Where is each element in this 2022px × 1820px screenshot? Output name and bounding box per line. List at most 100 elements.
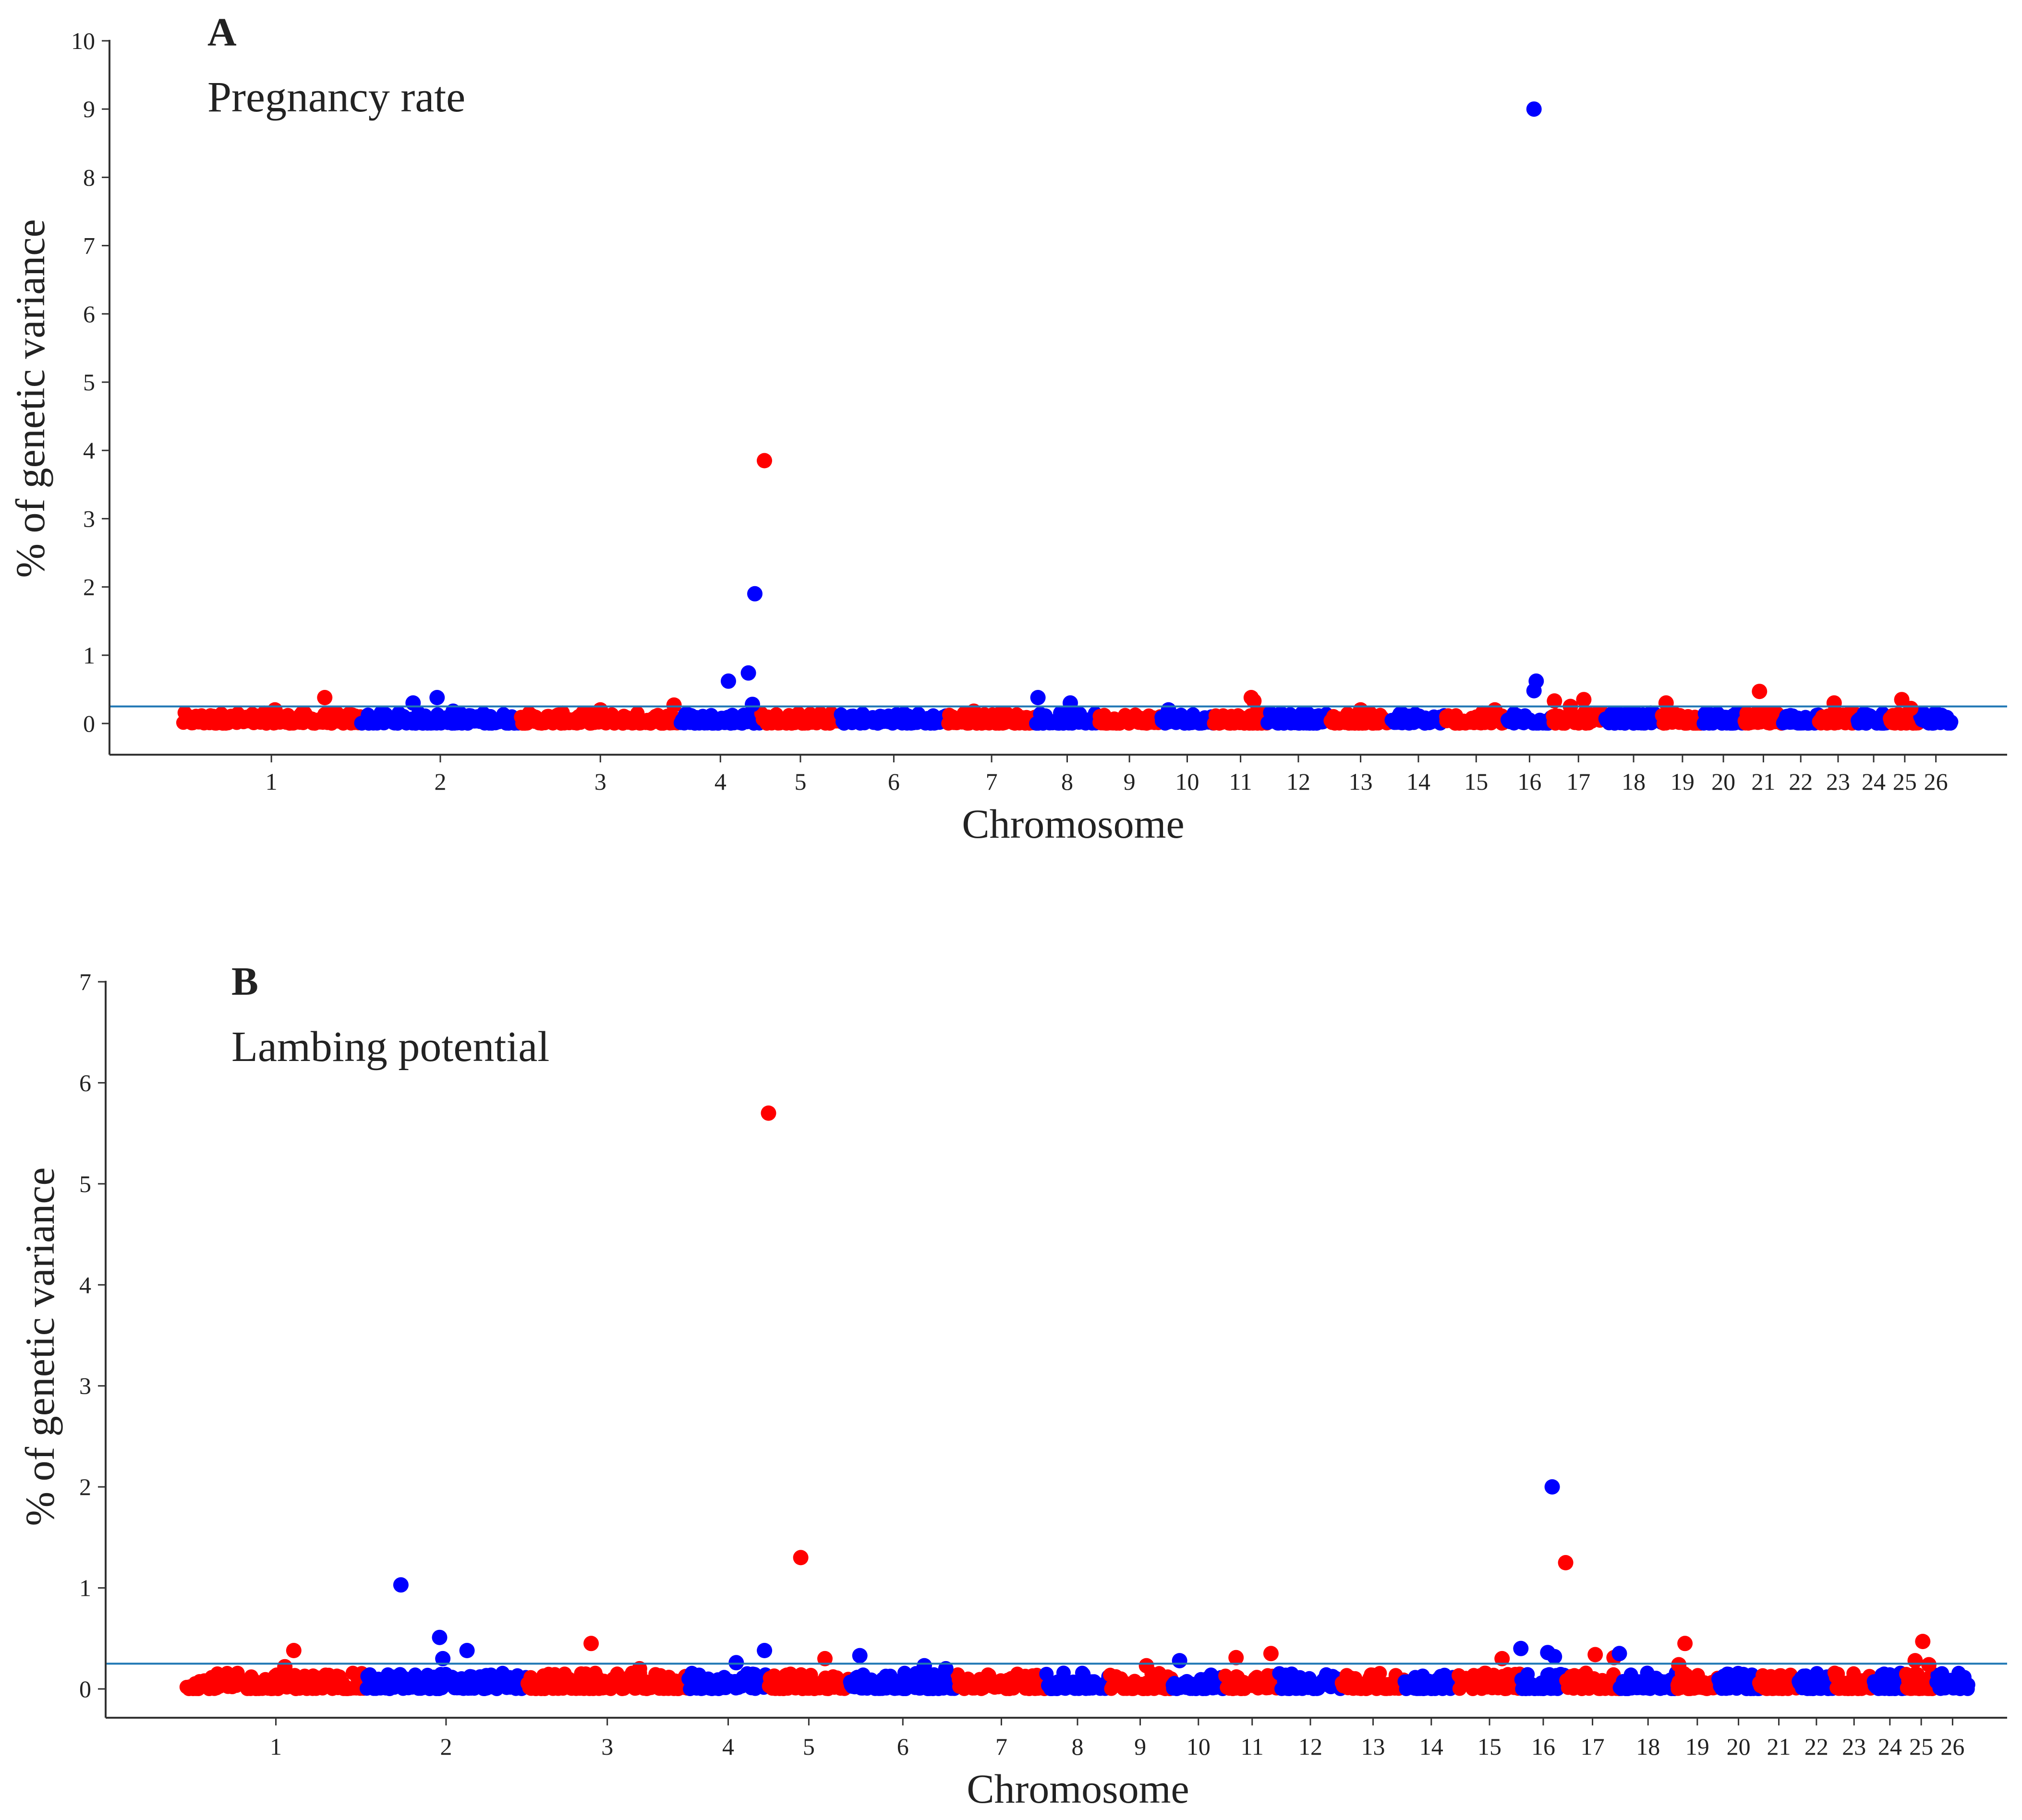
panel-a-peak-point <box>757 453 772 469</box>
panel-a-y-tick-label: 9 <box>83 96 95 122</box>
panel-b-peak-point <box>435 1651 451 1666</box>
panel-a-x-tick-label: 13 <box>1349 768 1373 795</box>
panel-a-y-axis-label: % of genetic variance <box>7 219 53 578</box>
panel-a-peak-point <box>1658 695 1674 711</box>
panel-a-x-tick-label: 12 <box>1286 768 1310 795</box>
panel-b-x-tick-label: 16 <box>1531 1733 1555 1760</box>
panel-a-peak-point <box>747 586 763 602</box>
panel-b-peak-point <box>1587 1647 1603 1663</box>
panel-a-peak-point <box>1161 702 1176 718</box>
panel-a-peak-point <box>1487 702 1503 718</box>
panel-b-x-tick-label: 10 <box>1187 1733 1211 1760</box>
panel-b-peak-point <box>1138 1658 1154 1674</box>
panel-a-y-ticks: 0 1 2 3 4 5 6 7 8 9 10 <box>71 27 109 737</box>
panel-a-x-tick-label: 18 <box>1622 768 1646 795</box>
panel-a-y-tick-label: 4 <box>83 437 95 464</box>
panel-a-x-tick-label: 3 <box>594 768 606 795</box>
panel-b-peak-point <box>432 1629 448 1645</box>
panel-a-x-tick-label: 8 <box>1061 768 1073 795</box>
panel-a-peak-point <box>666 697 682 713</box>
panel-b-peak-point <box>757 1643 773 1658</box>
panel-b-x-tick-label: 14 <box>1419 1733 1443 1760</box>
panel-b-peak-point <box>1611 1646 1627 1662</box>
panel-a-x-tick-label: 9 <box>1124 768 1136 795</box>
panel-a-peak-point <box>745 697 760 712</box>
panel-a-x-tick-label: 7 <box>986 768 998 795</box>
panel-a-x-tick-label: 19 <box>1671 768 1695 795</box>
panel-a-x-tick-label: 16 <box>1517 768 1541 795</box>
panel-a-y-tick-label: 5 <box>83 369 95 396</box>
panel-a-y-tick-label: 6 <box>83 301 95 327</box>
panel-b-y-tick-label: 2 <box>79 1473 91 1500</box>
panel-b-peak-point <box>1544 1479 1560 1495</box>
panel-a-y-tick-label: 1 <box>83 642 95 669</box>
panel-a-x-tick-label: 26 <box>1924 768 1948 795</box>
panel-b-peak-point <box>1494 1651 1510 1666</box>
panel-a-peak-point <box>1246 693 1262 709</box>
panel-b-y-axis-label: % of genetic variance <box>17 1167 63 1526</box>
panel-a-y-tick-label: 8 <box>83 164 95 191</box>
panel-a-x-tick-label: 2 <box>435 768 447 795</box>
panel-b-peak-point <box>1558 1555 1574 1570</box>
panel-a-peak-point <box>1528 673 1544 689</box>
panel-b-snp-point <box>1372 1666 1387 1681</box>
panel-a-y-tick-label: 3 <box>83 505 95 532</box>
panel-a-peak-point <box>267 702 283 718</box>
panel-a-peak-point <box>1030 690 1046 705</box>
panel-b-peak-point <box>459 1643 475 1658</box>
panel-a-peak-point <box>593 702 608 718</box>
panel-a-x-tick-label: 22 <box>1789 768 1813 795</box>
panel-b-x-tick-label: 6 <box>897 1733 909 1760</box>
panel-a-peak-point <box>1547 693 1562 709</box>
panel-a-peak-point <box>1903 700 1919 716</box>
panel-b-title: Lambing potential <box>231 1023 549 1071</box>
panel-b-x-tick-label: 26 <box>1940 1733 1964 1760</box>
panel-b-peak-point <box>728 1655 744 1671</box>
panel-a-peak-point <box>405 695 421 711</box>
panel-b-x-tick-label: 7 <box>995 1733 1007 1760</box>
panel-a-peak-point <box>1526 101 1542 117</box>
panel-a-label: A <box>207 10 237 55</box>
panel-b-peak-point <box>852 1648 868 1663</box>
panel-b-peak-point <box>938 1661 954 1676</box>
panel-b-x-ticks: 1 2 3 4 5 6 7 8 9 10 11 12 13 14 15 16 17 18 19 20 21 22 23 24 2… <box>270 1718 1964 1760</box>
panel-b-y-tick-label: 3 <box>79 1373 91 1399</box>
panel-b-peak-point <box>277 1659 293 1675</box>
panel-a-x-tick-label: 21 <box>1751 768 1775 795</box>
panel-b-peak-point <box>1228 1650 1244 1665</box>
panel-a-y-tick-label: 0 <box>83 710 95 737</box>
panel-a-y-tick-label: 10 <box>71 27 95 54</box>
panel-a-y-tick-label: 2 <box>83 574 95 601</box>
panel-b-peak-point <box>1547 1649 1562 1664</box>
panel-b-x-tick-label: 13 <box>1361 1733 1385 1760</box>
panel-a-x-tick-label: 14 <box>1406 768 1430 795</box>
panel-b-y-ticks: 0 1 2 3 4 5 6 7 <box>79 968 106 1702</box>
panel-a-x-tick-label: 6 <box>888 768 900 795</box>
panel-b-peak-point <box>393 1577 409 1593</box>
panel-b-x-tick-label: 17 <box>1581 1733 1605 1760</box>
panel-a-snp-point <box>1944 714 1959 729</box>
panel-b-x-tick-label: 24 <box>1878 1733 1902 1760</box>
panel-a-x-tick-label: 24 <box>1862 768 1886 795</box>
panel-b-snp-point <box>1961 1677 1975 1692</box>
panel-b-x-tick-label: 8 <box>1072 1733 1084 1760</box>
panel-b-y-tick-label: 5 <box>79 1170 91 1197</box>
panel-a-peak-point <box>721 673 736 689</box>
panel-b-x-tick-label: 19 <box>1685 1733 1709 1760</box>
panel-a-peak-point <box>317 690 333 705</box>
panel-b-x-tick-label: 11 <box>1241 1733 1264 1760</box>
panel-b-peak-point <box>1172 1653 1187 1669</box>
panel-a-x-tick-label: 5 <box>794 768 806 795</box>
panel-b-peak-point <box>817 1651 833 1666</box>
panel-a-x-tick-label: 11 <box>1229 768 1252 795</box>
panel-a-peak-point <box>1826 695 1842 711</box>
panel-b-x-tick-label: 4 <box>722 1733 734 1760</box>
panel-b-peak-point <box>917 1658 932 1674</box>
panel-a-x-ticks: 1 2 3 4 5 6 7 8 9 10 11 12 13 14 15 16 17 18 19 20 21 22 23 24 2… <box>266 755 1948 795</box>
panel-b-x-tick-label: 12 <box>1298 1733 1322 1760</box>
panel-b-x-tick-label: 25 <box>1909 1733 1933 1760</box>
panel-a-x-tick-label: 17 <box>1566 768 1590 795</box>
panel-a-peak-point <box>740 665 756 681</box>
panel-b-x-tick-label: 15 <box>1477 1733 1501 1760</box>
